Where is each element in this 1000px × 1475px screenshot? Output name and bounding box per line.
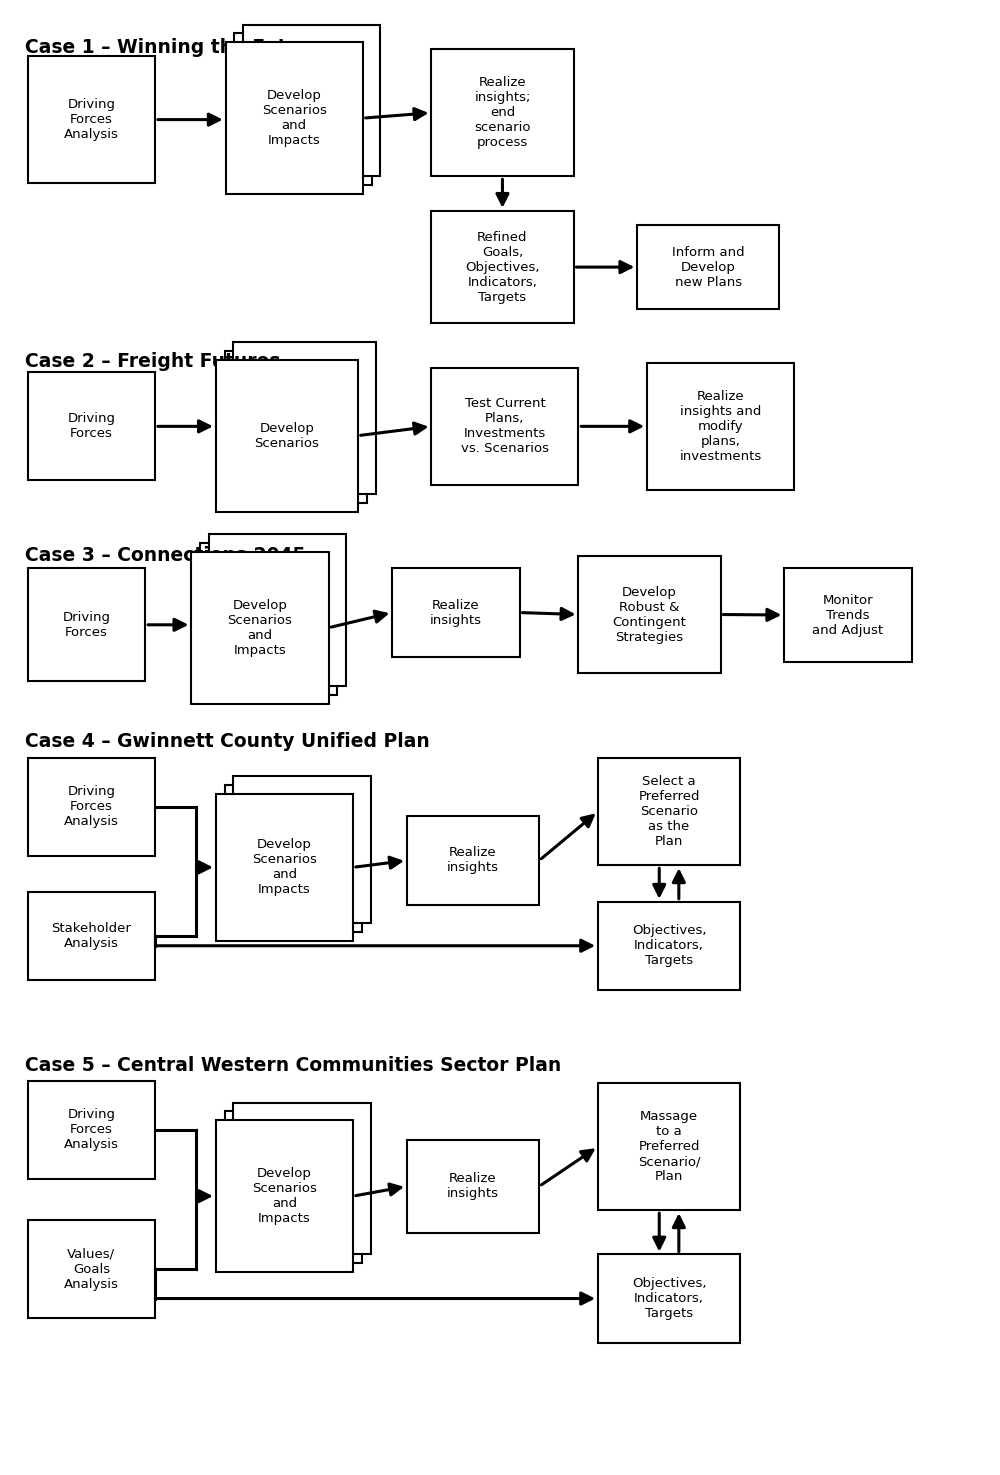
Bar [28,758,155,855]
Text: Monitor
Trends
and Adjust: Monitor Trends and Adjust [812,593,883,637]
Bar [578,556,720,673]
Bar [225,351,367,503]
Bar [28,373,155,481]
Text: Develop
Scenarios
and
Impacts: Develop Scenarios and Impacts [252,1167,317,1226]
Text: Inform and
Develop
new Plans: Inform and Develop new Plans [672,246,745,289]
Bar [233,776,371,923]
Text: Case 5 – Central Western Communities Sector Plan: Case 5 – Central Western Communities Sec… [25,1056,561,1074]
Text: Driving
Forces: Driving Forces [67,413,115,441]
Text: Driving
Forces
Analysis: Driving Forces Analysis [64,785,119,827]
Bar [431,49,574,177]
Bar [191,552,328,704]
Bar [216,1120,353,1271]
Text: Objectives,
Indicators,
Targets: Objectives, Indicators, Targets [632,1277,706,1320]
Bar [233,1102,371,1254]
Text: Realize
insights and
modify
plans,
investments: Realize insights and modify plans, inves… [679,389,762,463]
Text: Realize
insights;
end
scenario
process: Realize insights; end scenario process [474,77,531,149]
Text: Develop
Scenarios
and
Impacts: Develop Scenarios and Impacts [262,88,327,148]
Bar [647,363,794,490]
Bar [233,342,376,494]
Text: Develop
Scenarios
and
Impacts: Develop Scenarios and Impacts [227,599,292,656]
Bar [407,1140,539,1233]
Bar [226,43,363,195]
Text: Case 4 – Gwinnett County Unified Plan: Case 4 – Gwinnett County Unified Plan [25,732,429,751]
Bar [28,568,145,681]
Text: Stakeholder
Analysis: Stakeholder Analysis [51,922,131,950]
Bar [216,360,358,512]
Bar [216,794,353,941]
Text: Develop
Robust &
Contingent
Strategies: Develop Robust & Contingent Strategies [613,586,686,643]
Text: Realize
insights: Realize insights [430,599,482,627]
Text: Case 2 – Freight Futures: Case 2 – Freight Futures [25,353,280,370]
Text: Develop
Scenarios: Develop Scenarios [254,422,319,450]
Text: Driving
Forces
Analysis: Driving Forces Analysis [64,1109,119,1152]
Bar [225,1111,362,1263]
Bar [234,34,372,186]
Bar [243,25,380,177]
Text: Develop
Scenarios
and
Impacts: Develop Scenarios and Impacts [252,838,317,897]
Text: Driving
Forces: Driving Forces [62,611,110,639]
Bar [784,568,912,662]
Bar [209,534,346,686]
Bar [598,758,740,866]
Text: Refined
Goals,
Objectives,
Indicators,
Targets: Refined Goals, Objectives, Indicators, T… [465,230,540,304]
Text: Select a
Preferred
Scenario
as the
Plan: Select a Preferred Scenario as the Plan [638,774,700,848]
Bar [392,568,520,656]
Bar [431,211,574,323]
Text: Case 1 – Winning the Future: Case 1 – Winning the Future [25,38,322,58]
Bar [637,226,779,308]
Text: Case 3 – Connections 2045: Case 3 – Connections 2045 [25,546,305,565]
Text: Objectives,
Indicators,
Targets: Objectives, Indicators, Targets [632,925,706,968]
Text: Values/
Goals
Analysis: Values/ Goals Analysis [64,1248,119,1291]
Bar [28,1220,155,1319]
Bar [200,543,337,695]
Bar [598,1254,740,1342]
Text: Realize
insights: Realize insights [447,1173,499,1201]
Bar [598,1083,740,1211]
Bar [598,901,740,990]
Text: Massage
to a
Preferred
Scenario/
Plan: Massage to a Preferred Scenario/ Plan [638,1111,700,1183]
Bar [28,1081,155,1179]
Text: Realize
insights: Realize insights [447,847,499,875]
Bar [431,367,578,485]
Text: Driving
Forces
Analysis: Driving Forces Analysis [64,99,119,142]
Bar [28,892,155,979]
Bar [225,785,362,932]
Text: Test Current
Plans,
Investments
vs. Scenarios: Test Current Plans, Investments vs. Scen… [461,397,549,456]
Bar [407,816,539,904]
Bar [28,56,155,183]
